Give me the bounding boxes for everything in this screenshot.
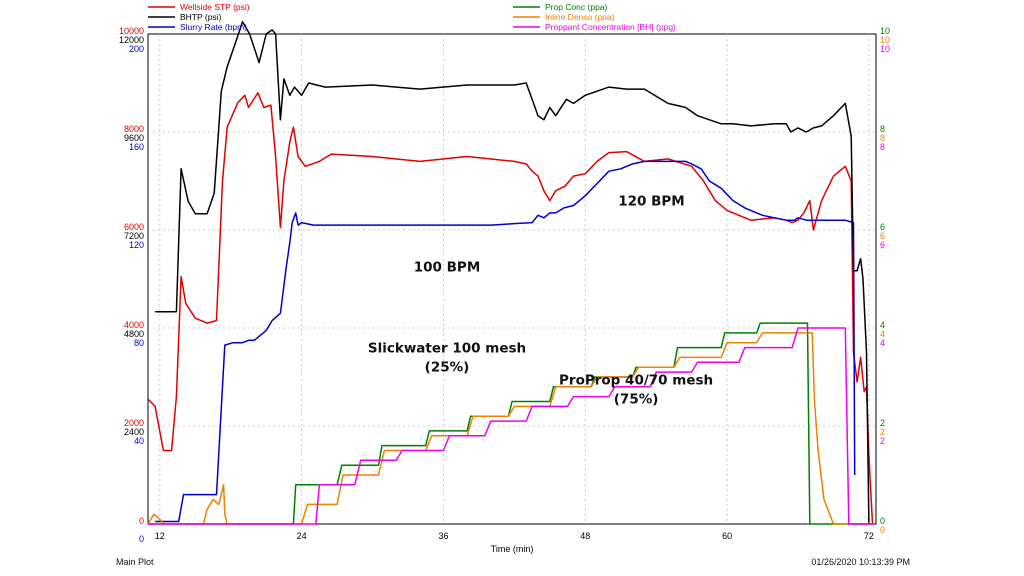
right-tick-prop: 0 [880,516,885,526]
left-tick-wellside: 8000 [124,124,144,134]
right-tick-inline: 8 [880,133,885,143]
x-tick-label: 72 [864,531,874,541]
right-tick-prop: 2 [880,418,885,428]
series-layer [147,21,874,525]
legend-entry: Wellside STP (psi) [180,2,250,12]
legend-entry: Inline Denso (ppa) [545,12,615,22]
left-tick-bhtp: 7200 [124,231,144,241]
series-line-bhtp [155,21,870,525]
plot-area [147,33,877,525]
right-axis-ticks: 0 2 4 6 8 10 0 2 4 6 8 10 2 4 6 8 10 [880,26,890,535]
left-tick-bhtp: 2400 [124,427,144,437]
x-tick-label: 48 [580,531,590,541]
left-tick-slurry: 160 [129,142,144,152]
x-tick-label: 36 [438,531,448,541]
annotation-label: Slickwater 100 mesh (25%) [368,341,526,376]
right-tick-prop: 4 [880,320,885,330]
legend-entry: Prop Conc (ppa) [545,2,608,12]
left-tick-wellside: 6000 [124,222,144,232]
left-tick-bhtp: 12000 [119,35,144,45]
right-tick-inline: 6 [880,231,885,241]
footer-left: Main Plot [116,557,154,567]
right-tick-inline: 0 [880,525,885,535]
annotation-label: 100 BPM [414,260,481,276]
legends: Wellside STP (psi)BHTP (psi)Slurry Rate … [148,2,676,32]
left-tick-wellside: 0 [139,516,144,526]
x-axis-ticks: 12 24 36 48 60 72 [155,531,874,541]
left-tick-slurry: 120 [129,240,144,250]
right-tick-inline: 10 [880,35,890,45]
right-tick-bh: 8 [880,142,885,152]
annotation-label: ProProp 40/70 mesh (75%) [559,372,713,407]
left-tick-slurry: 80 [134,338,144,348]
right-tick-prop: 8 [880,124,885,134]
left-axis-ticks: 0200040006000800010000240048007200960012… [119,26,144,544]
right-tick-prop: 6 [880,222,885,232]
left-tick-bhtp: 9600 [124,133,144,143]
right-tick-bh: 10 [880,44,890,54]
left-tick-slurry: 200 [129,44,144,54]
series-line-wellside-stp [147,92,874,525]
footer-timestamp: 01/26/2020 10:13:39 PM [811,557,910,567]
legend-entry: Slurry Rate (bpm) [180,22,247,32]
right-tick-bh: 6 [880,240,885,250]
legend-entry: Proppant Concentration [BH] (ppg) [545,22,676,32]
right-tick-bh: 4 [880,338,885,348]
left-tick-slurry: 40 [134,436,144,446]
left-tick-wellside: 4000 [124,320,144,330]
series-line-slurry-rate [155,160,856,523]
annotation-label: 120 BPM [618,194,685,210]
right-tick-inline: 4 [880,329,885,339]
gridlines [148,34,876,524]
annotations: 120 BPM 100 BPM Slickwater 100 mesh (25%) Pr… [368,194,713,408]
left-tick-wellside: 10000 [119,26,144,36]
right-tick-prop: 10 [880,26,890,36]
left-tick-wellside: 2000 [124,418,144,428]
left-tick-bhtp: 4800 [124,329,144,339]
legend-entry: BHTP (psi) [180,12,222,22]
left-tick-slurry: 0 [139,534,144,544]
x-tick-label: 60 [722,531,732,541]
series-line-proppant-concentration-bh [148,327,874,525]
x-tick-label: 24 [297,531,307,541]
right-tick-bh: 2 [880,436,885,446]
right-tick-inline: 2 [880,427,885,437]
x-axis-label: Time (min) [491,544,534,554]
series-line-inline-denso [147,332,869,525]
x-tick-label: 12 [155,531,165,541]
